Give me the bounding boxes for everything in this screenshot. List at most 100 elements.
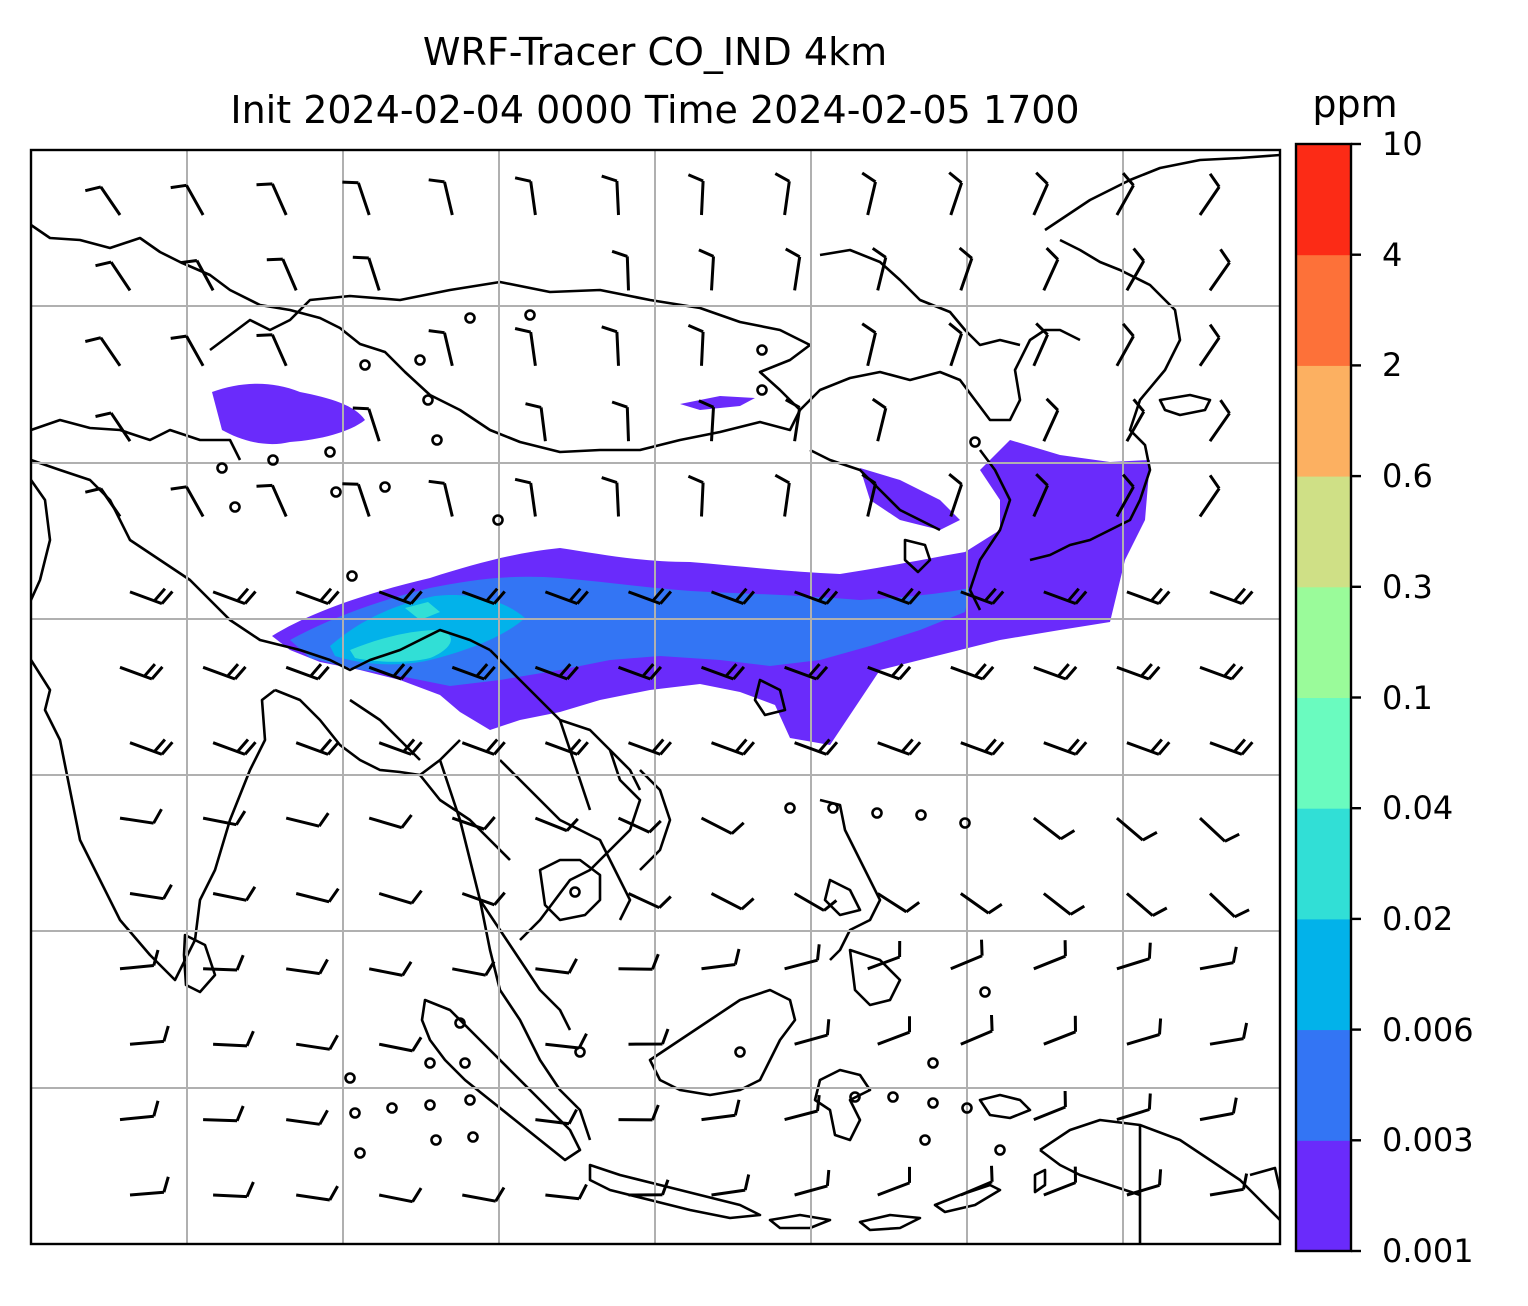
wind-barb	[119, 949, 160, 971]
wind-barb	[378, 738, 423, 756]
wind-barb	[202, 663, 247, 681]
map-panel	[31, 150, 1280, 1244]
calm-wind-marker	[915, 809, 927, 821]
wind-barb	[534, 816, 579, 833]
calm-wind-marker	[524, 309, 536, 321]
wind-barb	[266, 257, 298, 291]
colorbar-frame	[1294, 142, 1353, 1253]
wind-barb	[950, 663, 995, 681]
wind-barb	[1043, 1015, 1077, 1046]
map-frame	[29, 148, 1282, 1246]
wind-barb	[1209, 587, 1254, 606]
calm-wind-marker	[979, 986, 991, 998]
wind-barb	[960, 587, 1005, 606]
wind-barb	[451, 663, 496, 681]
calm-wind-marker	[756, 384, 768, 396]
wind-barb	[1043, 1166, 1077, 1197]
calm-wind-marker	[887, 1091, 899, 1103]
colorbar-segment	[1296, 808, 1351, 920]
wind-barb	[1115, 473, 1135, 518]
wind-barb	[1115, 322, 1135, 367]
wind-barb	[202, 810, 247, 827]
wind-barb	[861, 473, 877, 517]
plume-core-small	[405, 602, 440, 620]
wind-barb	[611, 400, 630, 442]
wind-barb	[628, 1028, 670, 1046]
wind-barb	[378, 889, 423, 905]
calm-wind-marker	[424, 1057, 436, 1069]
wind-barb	[1032, 171, 1049, 216]
wind-barb	[295, 1034, 339, 1051]
wind-barb	[119, 1100, 160, 1122]
wind-barb	[627, 587, 673, 606]
wind-barb	[710, 892, 755, 911]
wind-barb	[428, 329, 454, 367]
wind-barb	[285, 958, 329, 976]
wind-barb	[514, 176, 537, 216]
calm-wind-marker	[430, 1134, 442, 1146]
calm-wind-marker	[784, 802, 796, 814]
wind-barb	[1126, 738, 1171, 756]
wind-barb	[1199, 946, 1238, 971]
colorbar-tick-label: 4	[1382, 235, 1403, 274]
wind-barb	[1208, 399, 1231, 443]
wind-barb	[794, 1169, 831, 1197]
wind-barb	[601, 174, 620, 216]
wind-barb	[1199, 663, 1244, 681]
wind-barb	[129, 738, 174, 756]
calm-wind-marker	[459, 1057, 471, 1069]
wind-barb	[611, 249, 630, 291]
calm-wind-marker	[349, 1107, 361, 1119]
calm-wind-marker	[267, 454, 279, 466]
wind-barb	[84, 487, 122, 518]
wind-barb	[700, 663, 746, 681]
calm-wind-marker	[919, 1134, 931, 1146]
calm-wind-marker	[574, 1046, 586, 1058]
colorbar-tick-label: 0.006	[1382, 1010, 1474, 1049]
colorbar-segment	[1296, 1140, 1351, 1252]
wind-barb	[1198, 474, 1221, 518]
wind-barb	[84, 185, 122, 216]
wind-barb	[129, 1176, 170, 1197]
wind-barb	[514, 327, 537, 367]
calm-wind-marker	[379, 481, 391, 493]
colorbar-tick-label: 10	[1382, 125, 1423, 163]
wind-barb	[180, 259, 215, 292]
wind-barb	[784, 944, 821, 971]
wind-barb	[774, 172, 791, 216]
colorbar-segment	[1296, 476, 1351, 588]
wind-barb	[861, 171, 877, 216]
calm-wind-marker	[346, 570, 358, 582]
colorbar-segment	[1296, 697, 1351, 809]
calm-wind-marker	[827, 802, 839, 814]
wind-barb	[627, 892, 672, 910]
wind-barbs	[84, 171, 1254, 1204]
wind-barb	[212, 587, 257, 606]
calm-wind-marker	[927, 1057, 939, 1069]
colorbar-tick-label: 0.6	[1382, 457, 1433, 496]
wind-barb	[711, 1174, 751, 1197]
colorbar-unit-label: ppm	[1312, 82, 1398, 126]
wind-barb	[1032, 473, 1049, 518]
wind-barb	[212, 886, 257, 902]
wind-barb	[295, 1185, 339, 1202]
wind-barb	[285, 663, 330, 681]
wind-barb	[1032, 816, 1076, 841]
calm-wind-marker	[969, 436, 981, 448]
wind-barb	[1125, 398, 1146, 442]
wind-barb	[1125, 247, 1146, 292]
calm-wind-marker	[422, 394, 434, 406]
wind-barb	[1043, 738, 1088, 756]
colorbar-tick-label: 0.003	[1382, 1121, 1474, 1160]
wind-barb	[428, 479, 454, 517]
wind-barb	[601, 476, 620, 517]
calm-wind-marker	[216, 462, 228, 474]
wind-barb	[535, 958, 578, 975]
wind-barb	[544, 587, 589, 606]
wind-barb	[212, 738, 257, 756]
calm-wind-marker	[454, 1017, 466, 1029]
wind-barb	[698, 399, 715, 442]
wind-barb	[618, 1104, 660, 1122]
wind-barb	[352, 406, 381, 442]
wind-barb	[687, 324, 705, 366]
